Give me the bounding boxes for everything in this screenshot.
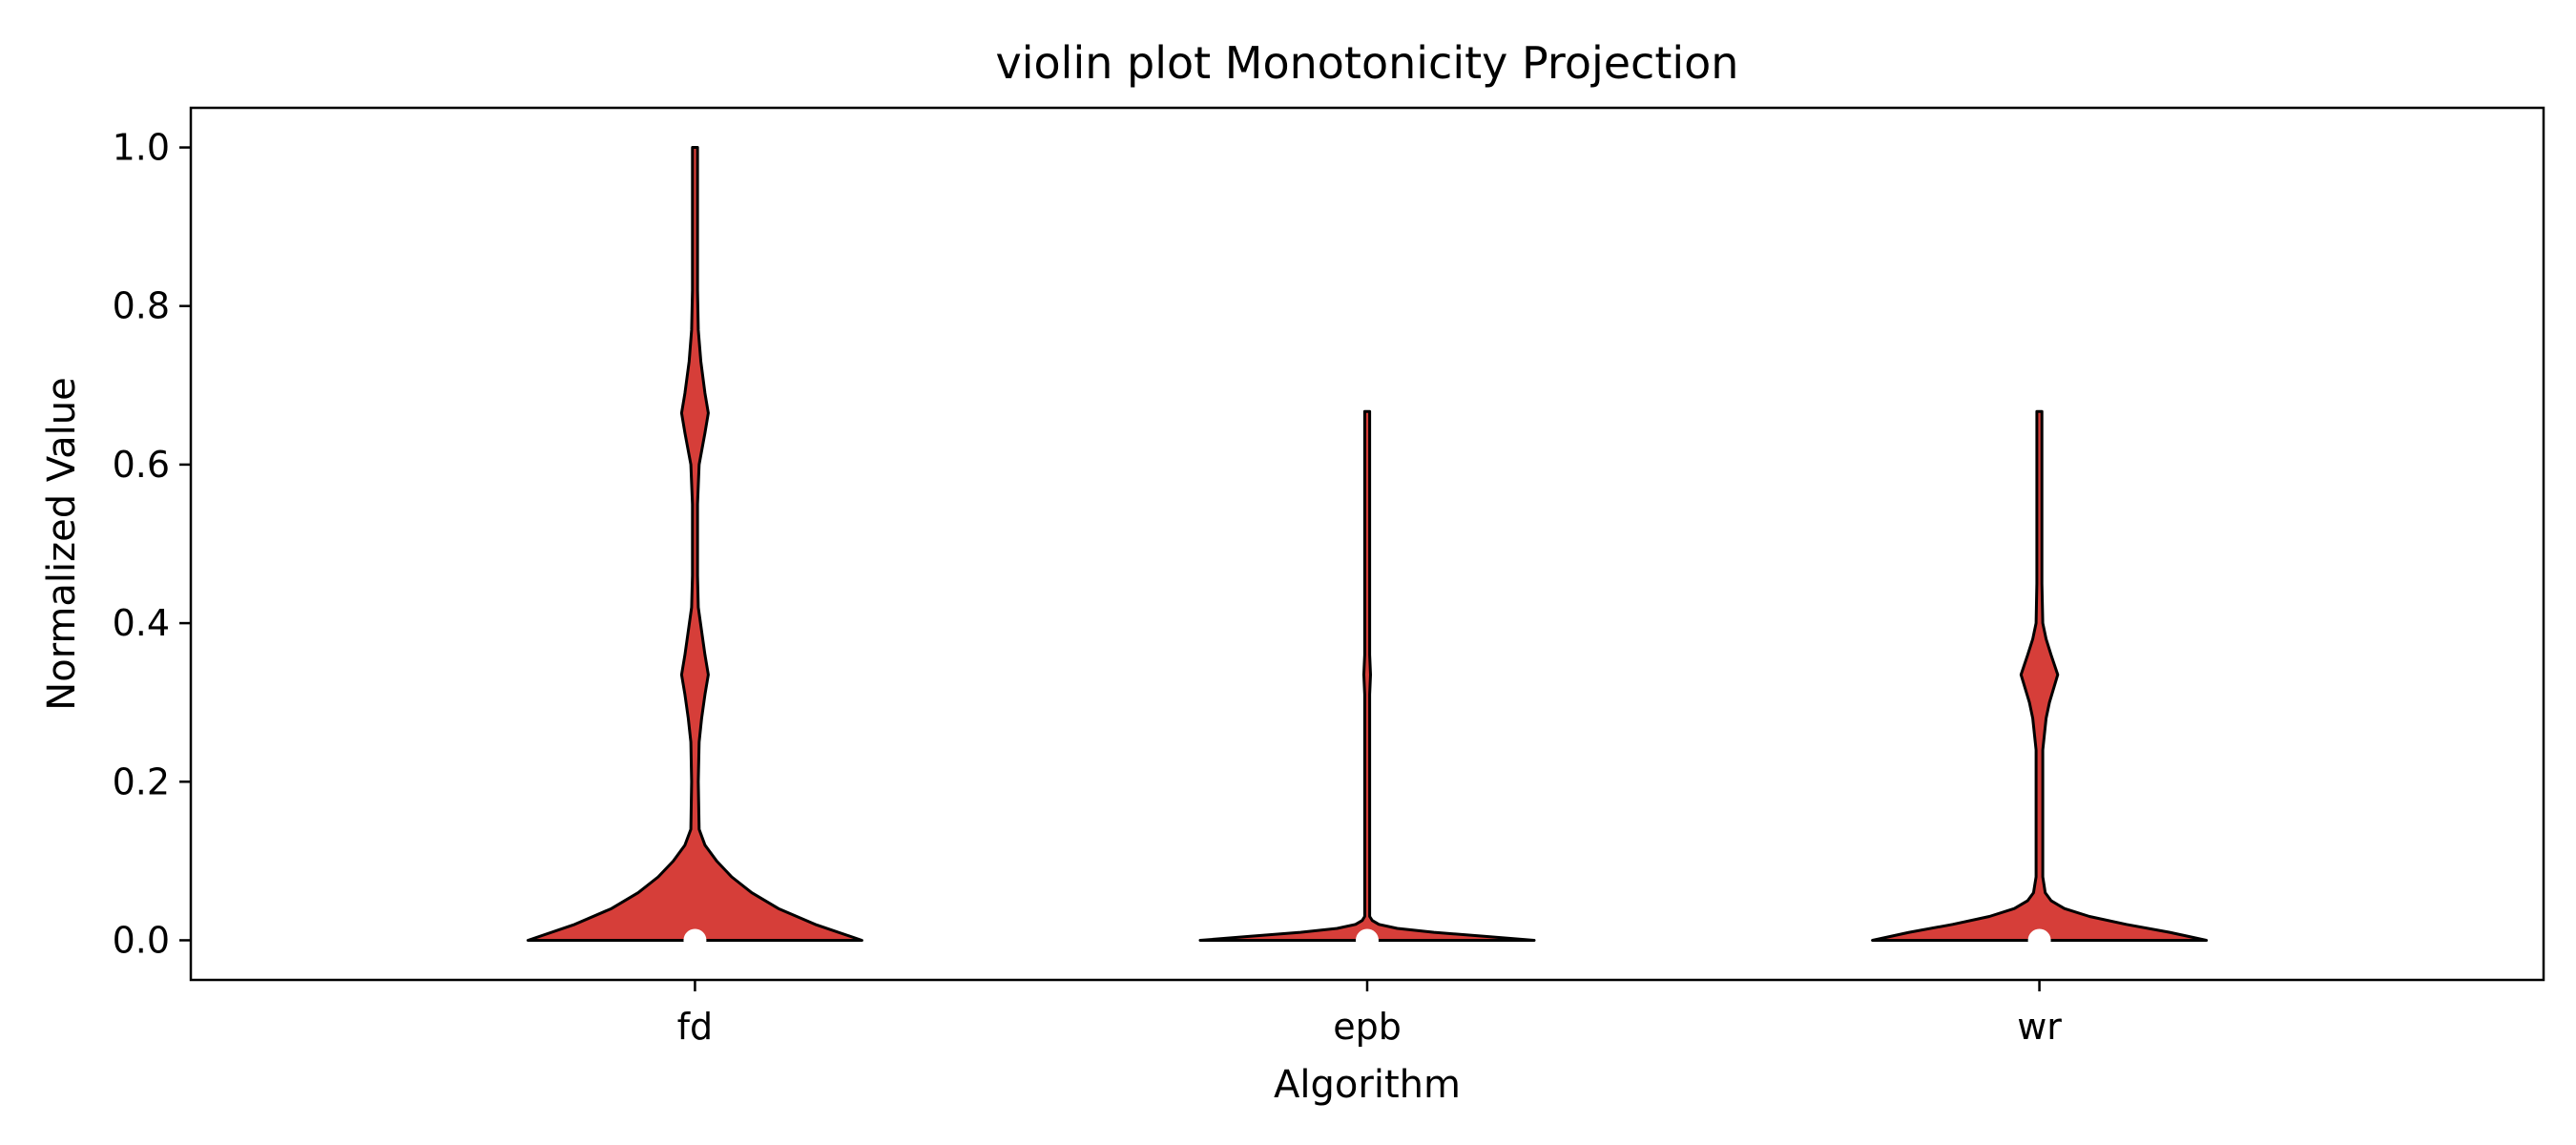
- y-axis: 0.0 0.2 0.4 0.6 0.8 1.0: [113, 127, 191, 961]
- median-marker-epb: [1356, 928, 1379, 952]
- y-tick-label: 0.4: [113, 602, 170, 644]
- y-tick-label: 0.2: [113, 760, 170, 802]
- x-axis: fd epb wr: [677, 980, 2062, 1048]
- violin-epb: [1198, 409, 1536, 942]
- x-tick-label: wr: [2017, 1006, 2062, 1048]
- x-tick-label: fd: [677, 1006, 714, 1048]
- median-marker-fd: [683, 928, 707, 952]
- x-axis-label: Algorithm: [1274, 1063, 1461, 1107]
- y-tick-label: 0.6: [113, 444, 170, 486]
- y-axis-label: Normalized Value: [40, 377, 84, 710]
- y-tick-label: 0.0: [113, 919, 170, 961]
- y-tick-label: 0.8: [113, 285, 170, 327]
- x-tick-label: epb: [1333, 1006, 1402, 1048]
- y-tick-label: 1.0: [113, 127, 170, 169]
- median-marker-wr: [2027, 928, 2051, 952]
- chart-title: violin plot Monotonicity Projection: [996, 37, 1739, 89]
- violin-layer: [526, 146, 2209, 952]
- violin-fd: [526, 146, 863, 942]
- violin-wr: [1871, 409, 2209, 942]
